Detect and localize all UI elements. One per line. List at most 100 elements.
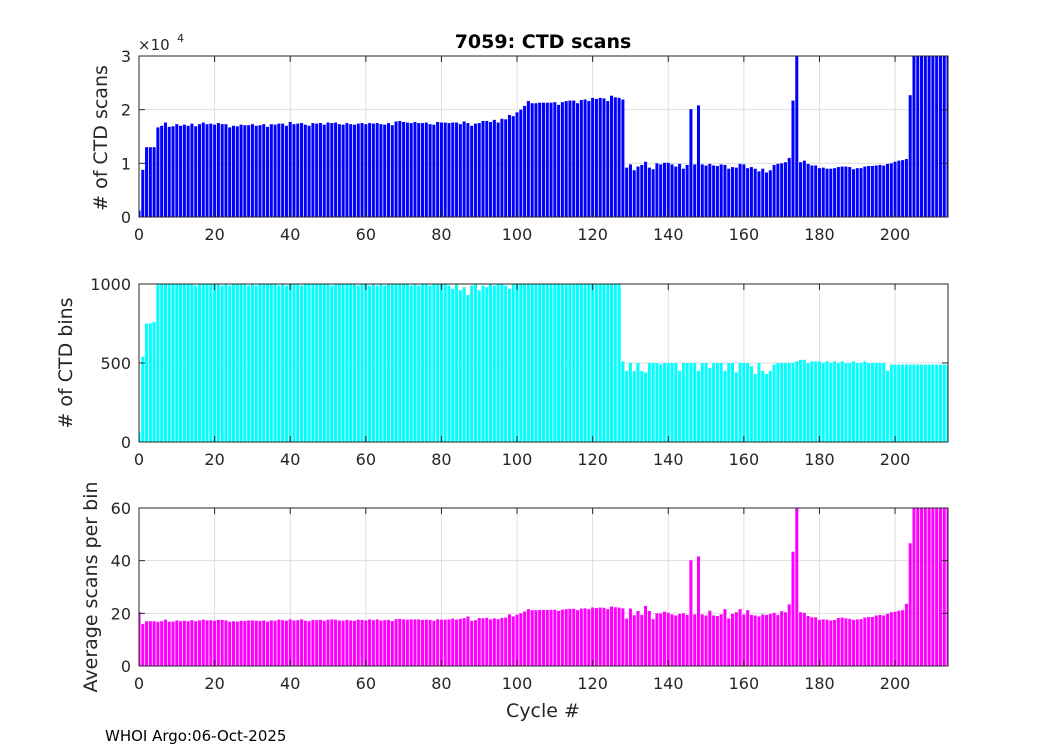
bar — [436, 284, 440, 442]
bar — [447, 619, 451, 666]
bar — [156, 284, 160, 442]
bar — [912, 56, 916, 217]
bar — [477, 618, 481, 666]
bar — [723, 370, 727, 442]
bar — [806, 363, 810, 442]
bar — [893, 611, 897, 666]
x-tick-label: 40 — [280, 450, 300, 469]
bar — [912, 508, 916, 666]
bar — [496, 619, 500, 666]
bar — [334, 619, 338, 666]
bar — [916, 508, 920, 666]
bar — [383, 620, 387, 666]
axes-box — [138, 507, 949, 667]
bar — [523, 611, 527, 666]
bar — [364, 284, 368, 442]
bar — [167, 621, 171, 666]
bar — [848, 618, 852, 666]
bar — [205, 620, 209, 666]
bar — [296, 123, 300, 217]
bar — [254, 125, 258, 217]
bar — [179, 621, 183, 666]
x-tick-label: 100 — [502, 450, 533, 469]
bar — [156, 127, 160, 217]
bar — [141, 623, 145, 666]
bar — [610, 284, 614, 442]
bar — [681, 168, 685, 217]
bar — [409, 619, 413, 666]
x-tick-label: 200 — [880, 225, 911, 244]
bar — [678, 163, 682, 217]
bar — [281, 620, 285, 666]
bar — [485, 617, 489, 666]
bar — [432, 124, 436, 217]
bar — [681, 613, 685, 666]
bar — [507, 115, 511, 217]
y-axis-label: # of CTD scans — [90, 65, 112, 211]
y-tick-label: 1000 — [90, 275, 131, 294]
x-tick-label: 80 — [431, 225, 451, 244]
bar — [927, 508, 931, 666]
bar — [243, 620, 247, 666]
bar — [806, 163, 810, 217]
bar — [636, 166, 640, 217]
x-tick-label: 120 — [577, 450, 608, 469]
bar — [409, 123, 413, 217]
bar — [859, 619, 863, 666]
bar — [232, 125, 236, 217]
bar — [182, 620, 186, 666]
bar — [292, 620, 296, 666]
bar — [186, 125, 190, 217]
bar — [851, 619, 855, 666]
bar — [269, 620, 273, 666]
bar — [428, 124, 432, 217]
bar — [772, 364, 776, 442]
bar — [205, 124, 209, 217]
bar — [644, 161, 648, 217]
bar — [315, 123, 319, 217]
bar — [455, 619, 459, 666]
bar — [829, 168, 833, 217]
bar — [375, 123, 379, 217]
bar — [141, 356, 145, 442]
bar — [587, 609, 591, 666]
bar — [700, 363, 704, 442]
bar — [655, 363, 659, 442]
bar — [258, 125, 262, 217]
bar — [273, 124, 277, 217]
bar — [341, 620, 345, 666]
bar — [250, 284, 254, 442]
bar — [273, 284, 277, 442]
bar — [163, 284, 167, 442]
bar — [655, 163, 659, 217]
bar — [220, 619, 224, 666]
bar — [152, 147, 156, 217]
bar — [266, 126, 270, 217]
bar — [617, 284, 621, 442]
bar — [171, 621, 175, 666]
bar — [935, 56, 939, 217]
bar — [836, 618, 840, 666]
bar — [734, 612, 738, 666]
bar — [613, 607, 617, 666]
bar — [719, 164, 723, 217]
bar — [515, 112, 519, 217]
bar — [662, 611, 666, 666]
bar — [674, 615, 678, 666]
bar — [232, 621, 236, 666]
bar — [640, 164, 644, 217]
bar — [757, 171, 761, 217]
bar — [712, 165, 716, 217]
bar — [541, 102, 546, 217]
bar — [288, 619, 292, 666]
bar — [175, 620, 179, 666]
bar — [560, 609, 564, 666]
bar — [326, 619, 330, 666]
bar — [576, 610, 580, 666]
bar — [825, 619, 829, 666]
bar — [825, 361, 829, 442]
bar — [708, 610, 712, 666]
bar — [795, 361, 799, 442]
panel-ctd-bins: # of CTD bins 0 20 40 60 80 100 120 140 160 180 20… — [55, 275, 949, 469]
bar — [220, 124, 224, 217]
